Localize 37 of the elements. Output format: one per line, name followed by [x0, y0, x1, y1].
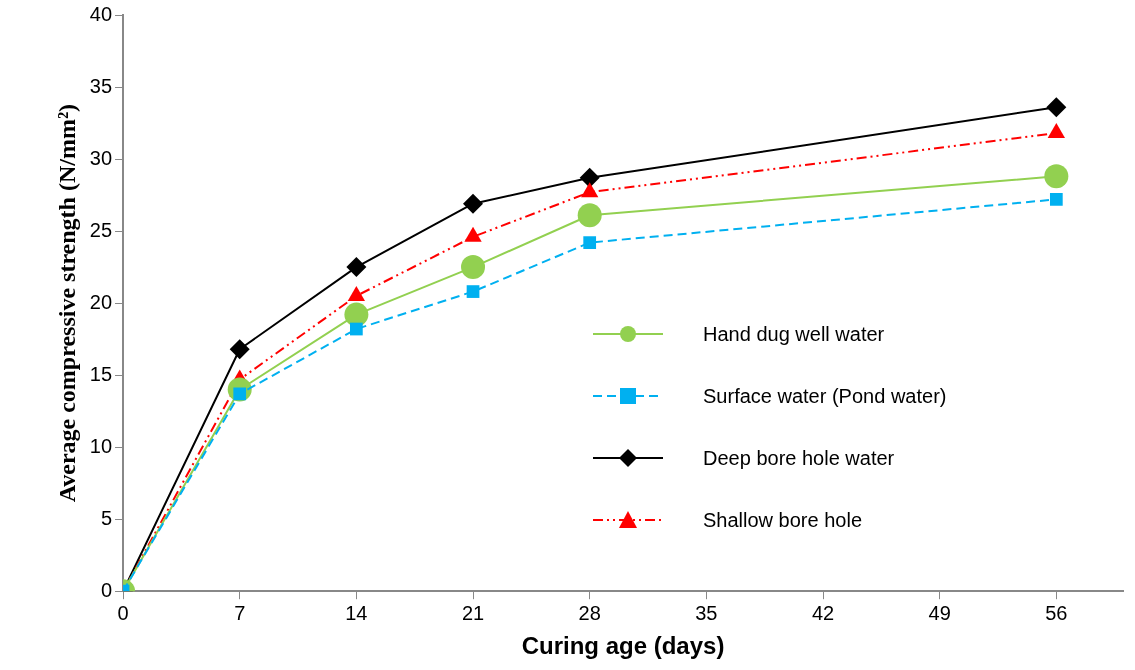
y-tick-label: 40: [89, 2, 113, 25]
y-tick-label: 35: [89, 74, 113, 97]
point: [466, 285, 480, 298]
legend-label: Deep bore hole water: [703, 446, 895, 470]
y-tick-label: 20: [89, 290, 113, 313]
y-tick-label: 15: [89, 362, 113, 385]
point: [577, 203, 602, 228]
point: [350, 322, 363, 336]
point: [344, 302, 369, 327]
y-tick-label: 5: [100, 506, 113, 529]
x-tick-label: 14: [345, 601, 368, 624]
legend-label: Surface water (Pond water): [703, 384, 947, 408]
legend-label: Hand dug well water: [703, 322, 885, 346]
x-tick-label: 42: [811, 601, 835, 624]
y-axis-title: Average compressive strength (N/mm²): [53, 103, 80, 503]
point: [461, 255, 486, 280]
point: [229, 339, 250, 360]
x-tick-label: 28: [578, 601, 601, 624]
x-axis-title: Curing age (days): [521, 632, 725, 660]
legend-label: Shallow bore hole: [703, 508, 863, 532]
point: [1044, 164, 1069, 189]
x-tick-label: 21: [461, 601, 485, 624]
x-tick-label: 35: [695, 601, 718, 624]
point: [583, 236, 597, 249]
y-tick-label: 0: [100, 578, 113, 601]
point: [1046, 97, 1067, 118]
point: [579, 167, 600, 188]
x-tick-label: 7: [234, 601, 246, 624]
y-tick-label: 30: [89, 146, 113, 169]
y-tick-label: 25: [89, 218, 113, 241]
point: [1049, 193, 1063, 206]
point: [463, 193, 484, 214]
point: [346, 257, 367, 278]
y-tick-label: 10: [89, 434, 113, 457]
x-tick-label: 0: [117, 601, 129, 624]
x-tick-label: 56: [1045, 601, 1068, 624]
x-tick-label: 49: [928, 601, 951, 624]
